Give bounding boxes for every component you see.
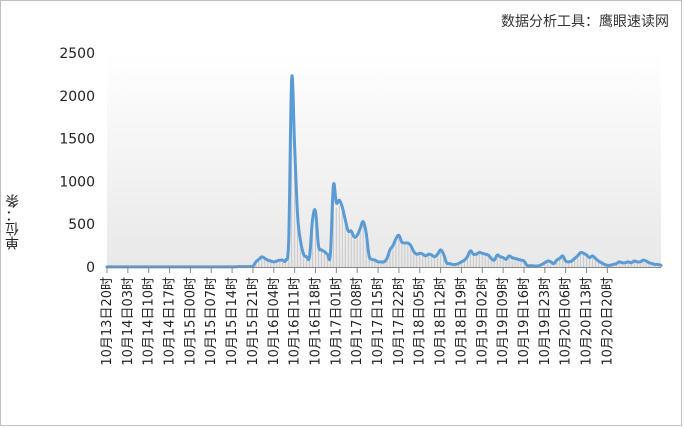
x-tick-label-group: 10月13日20时: [100, 277, 115, 366]
x-tick-label-group: 10月17日01时: [329, 277, 344, 366]
x-tick-label-group: 10月15日00时: [183, 277, 198, 366]
x-tick-label: 10月18日19时: [454, 277, 469, 366]
x-tick-label: 10月17日01时: [329, 277, 344, 366]
y-tick-label: 1000: [59, 174, 95, 190]
x-tick-label-group: 10月15日21时: [246, 277, 261, 366]
x-tick-label-group: 10月20日20时: [600, 277, 615, 366]
x-tick-label: 10月18日05时: [413, 277, 428, 366]
x-tick-label: 10月14日03时: [121, 277, 136, 366]
x-tick-label-group: 10月14日03时: [121, 277, 136, 366]
x-tick-label: 10月16日11时: [288, 277, 303, 366]
x-tick-label: 10月20日13时: [580, 277, 595, 366]
x-tick-label-group: 10月16日11时: [288, 277, 303, 366]
x-tick-label-group: 10月17日08时: [350, 277, 365, 366]
x-tick-label-group: 10月18日12时: [434, 277, 449, 366]
y-tick-label: 0: [86, 260, 95, 276]
x-tick-label-group: 10月14日10时: [142, 277, 157, 366]
x-tick-label: 10月14日17时: [163, 277, 178, 366]
x-tick-label: 10月19日23时: [538, 277, 553, 366]
x-tick-label-group: 10月19日02时: [475, 277, 490, 366]
plot-area-background: [107, 53, 661, 267]
x-tick-label: 10月20日20时: [600, 277, 615, 366]
x-tick-label: 10月19日16时: [517, 277, 532, 366]
x-tick-label: 10月16日18时: [308, 277, 323, 366]
x-tick-label-group: 10月15日14时: [225, 277, 240, 366]
x-tick-label-group: 10月16日18时: [308, 277, 323, 366]
x-tick-label: 10月17日08时: [350, 277, 365, 366]
x-tick-label: 10月19日02时: [475, 277, 490, 366]
x-tick-label: 10月15日21时: [246, 277, 261, 366]
x-tick-label-group: 10月19日16时: [517, 277, 532, 366]
x-tick-label: 10月13日20时: [100, 277, 115, 366]
x-tick-label: 10月15日14时: [225, 277, 240, 366]
series-line: [105, 74, 663, 269]
y-tick-label: 2500: [59, 46, 95, 62]
x-tick-label-group: 10月16日04时: [267, 277, 282, 366]
x-tick-label-group: 10月19日23时: [538, 277, 553, 366]
x-tick-label-group: 10月15日07时: [204, 277, 219, 366]
y-tick-label: 2000: [59, 89, 95, 105]
x-tick-label-group: 10月14日17时: [163, 277, 178, 366]
x-tick-label: 10月20日06时: [559, 277, 574, 366]
x-tick-label-group: 10月20日06时: [559, 277, 574, 366]
y-tick-label: 500: [68, 217, 95, 233]
x-tick-label-group: 10月17日22时: [392, 277, 407, 366]
x-tick-label: 10月17日22时: [392, 277, 407, 366]
x-tick-label: 10月15日07时: [204, 277, 219, 366]
x-tick-label-group: 10月18日19时: [454, 277, 469, 366]
watermark-text: 数据分析工具：鹰眼速读网: [501, 14, 669, 30]
y-tick-label: 1500: [59, 132, 95, 148]
x-tick-label: 10月19日09时: [496, 277, 511, 366]
x-tick-label-group: 10月20日13时: [580, 277, 595, 366]
x-tick-label-group: 10月19日09时: [496, 277, 511, 366]
x-tick-label-group: 10月17日15时: [371, 277, 386, 366]
x-tick-label: 10月15日00时: [183, 277, 198, 366]
x-tick-label: 10月16日04时: [267, 277, 282, 366]
x-tick-label-group: 10月18日05时: [413, 277, 428, 366]
x-tick-label: 10月14日10时: [142, 277, 157, 366]
x-tick-label: 10月17日15时: [371, 277, 386, 366]
x-tick-label: 10月18日12时: [434, 277, 449, 366]
